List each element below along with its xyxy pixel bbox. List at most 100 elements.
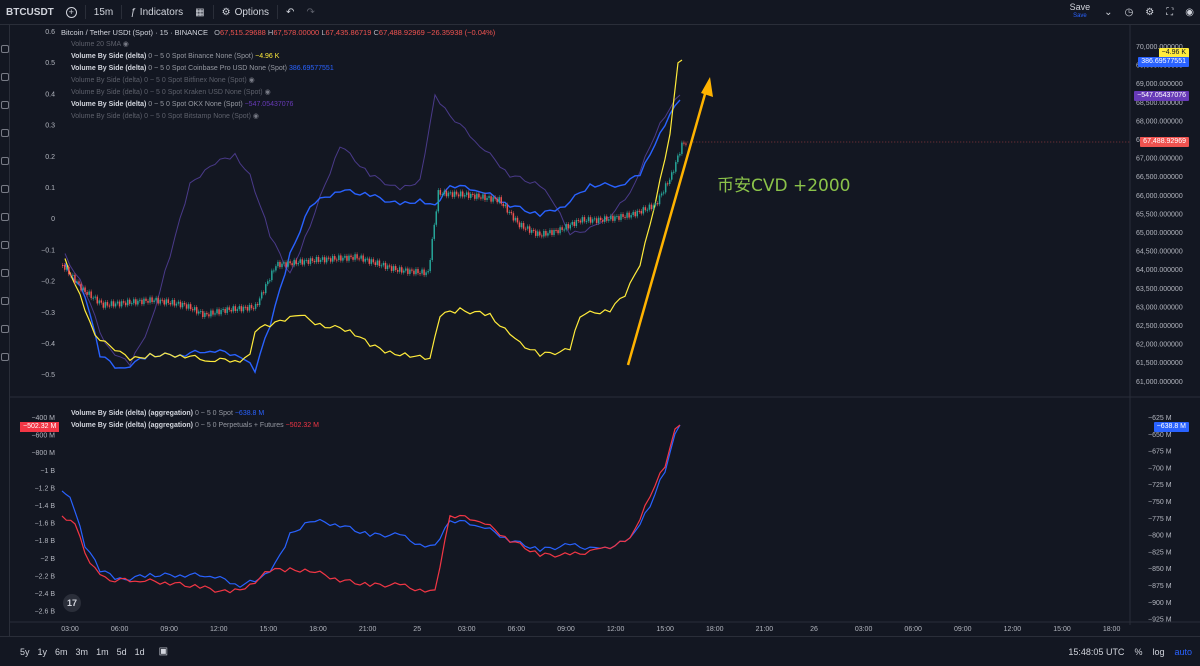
chart-canvas[interactable]: 0.6 0.5 0.4 0.3 0.2 0.1 0 −0.1 −0.2 −0.3 −0.4 −0.5 7… (10, 25, 1200, 635)
candle-body (632, 211, 634, 216)
okx-price-tag: −547.05437076 (1134, 91, 1189, 101)
pattern-icon[interactable] (1, 185, 9, 193)
options-button[interactable]: ⚙ Options (216, 0, 275, 24)
top-legend-row[interactable]: Volume 20 SMA ◉ (71, 41, 129, 49)
tradingview-logo[interactable]: 17 (63, 594, 81, 612)
settings-button[interactable]: ⚙ (1139, 0, 1160, 24)
zoom-icon[interactable] (1, 241, 9, 249)
annotation-text[interactable]: 币安CVD +2000 (717, 176, 851, 196)
binance-price-tag: −4.96 K (1158, 48, 1189, 58)
layouts-button[interactable]: ▦ (189, 0, 210, 24)
brush-icon[interactable] (1, 129, 9, 137)
candle-body (380, 265, 383, 267)
candle-body (368, 258, 371, 264)
time-axis-tick: 03:00 (61, 626, 79, 633)
candle-body (325, 257, 328, 263)
eye-icon[interactable]: ◉ (120, 41, 129, 48)
indicators-icon: ƒ (130, 6, 136, 18)
chart-area[interactable]: 0.6 0.5 0.4 0.3 0.2 0.1 0 −0.1 −0.2 −0.3 −0.4 −0.5 7… (10, 25, 1200, 640)
candle-body (309, 258, 312, 264)
eye-icon[interactable] (1, 325, 9, 333)
top-legend-name: Volume 20 SMA (71, 41, 121, 48)
candle-body (372, 259, 375, 263)
compare-button[interactable]: + (60, 0, 83, 24)
fib-icon[interactable] (1, 101, 9, 109)
candle-body (421, 269, 423, 274)
coinbase-price-tag: 386.69577551 (1138, 57, 1189, 67)
auto-toggle[interactable]: auto (1174, 646, 1192, 657)
candle-body (675, 162, 677, 172)
bottom-legend-row[interactable]: Volume By Side (delta) (aggregation) 0 ~… (71, 422, 319, 430)
candle-body (202, 311, 204, 317)
bottom-legend-row[interactable]: Volume By Side (delta) (aggregation) 0 ~… (71, 410, 264, 418)
top-legend-row[interactable]: Volume By Side (delta) 0 ~ 5 0 Spot Krak… (71, 89, 271, 97)
candle-body (258, 298, 261, 306)
candle-body (591, 219, 594, 223)
timeframe-1d[interactable]: 1d (134, 646, 145, 657)
crosshair-icon[interactable] (1, 45, 9, 53)
fullscreen-button[interactable]: ⛶ (1160, 0, 1179, 24)
top-legend-row[interactable]: Volume By Side (delta) 0 ~ 5 0 Spot Bina… (71, 53, 279, 61)
top-legend-row[interactable]: Volume By Side (delta) 0 ~ 5 0 Spot Bitf… (71, 77, 255, 85)
candle-body (275, 266, 277, 271)
top-legend-row[interactable]: Volume By Side (delta) 0 ~ 5 0 Spot Bits… (71, 113, 259, 121)
interval-button[interactable]: 15m (88, 0, 119, 24)
screenshot-button[interactable]: ◉ (1179, 0, 1200, 24)
candle-body (260, 292, 263, 299)
timeframe-5y[interactable]: 5y (20, 646, 30, 657)
candle-body (472, 193, 474, 195)
timeframe-5d[interactable]: 5d (116, 646, 127, 657)
right-axis-tick: 63,000.000000 (1136, 304, 1183, 311)
candle-body (131, 303, 133, 305)
candle-body (317, 257, 320, 262)
eye-icon[interactable]: ◉ (248, 77, 255, 84)
save-button[interactable]: Save Save (1062, 3, 1099, 21)
plus-circle-icon: + (65, 6, 77, 18)
candle-body (342, 257, 344, 261)
candle-body (382, 262, 385, 266)
redo-button[interactable]: ↷ (300, 0, 320, 24)
trendline-icon[interactable] (1, 73, 9, 81)
top-legend-row[interactable]: Volume By Side (delta) 0 ~ 5 0 Spot OKX … (71, 101, 293, 109)
measure-icon[interactable] (1, 213, 9, 221)
candle-body (445, 190, 448, 197)
timeframe-1m[interactable]: 1m (96, 646, 109, 657)
symbol-search-button[interactable]: BTCUSDT (0, 0, 60, 24)
lock-icon[interactable] (1, 297, 9, 305)
candle-body (212, 310, 214, 315)
candle-body (161, 299, 163, 301)
percent-toggle[interactable]: % (1134, 646, 1143, 657)
timeframe-6m[interactable]: 6m (55, 646, 68, 657)
candle-body (593, 218, 596, 220)
candle-body (104, 302, 107, 308)
indicators-button[interactable]: ƒ Indicators (124, 0, 189, 24)
undo-button[interactable]: ↶ (280, 0, 300, 24)
candle-body (439, 190, 442, 195)
eye-icon[interactable]: ◉ (252, 113, 260, 120)
log-toggle[interactable]: log (1152, 646, 1165, 657)
low-value: 67,435.86719 (325, 28, 372, 37)
candle-body (281, 263, 283, 268)
utc-clock[interactable]: 15:48:05 UTC (1068, 646, 1125, 657)
candle-body (376, 260, 379, 266)
date-range-icon[interactable]: ▣ (158, 646, 169, 657)
top-legend-value: −4.96 K (255, 53, 280, 60)
trash-icon[interactable] (1, 353, 9, 361)
text-icon[interactable] (1, 157, 9, 165)
timeframe-3m[interactable]: 3m (75, 646, 89, 657)
candle-body (610, 215, 612, 220)
bottombar-right: 15:48:05 UTC % log auto (1068, 637, 1192, 666)
bottom-legend-value: −502.32 M (285, 422, 319, 429)
save-menu-button[interactable]: ⌄ (1098, 0, 1118, 24)
timeframe-1y[interactable]: 1y (37, 646, 48, 657)
top-legend-params: 0 ~ 5 0 Spot Bitfinex None (Spot) (142, 77, 249, 84)
magnet-icon[interactable] (1, 269, 9, 277)
alert-button[interactable]: ◷ (1119, 0, 1140, 24)
candle-body (128, 299, 131, 304)
eye-icon[interactable]: ◉ (264, 89, 271, 96)
top-legend-row[interactable]: Volume By Side (delta) 0 ~ 5 0 Spot Coin… (71, 65, 334, 73)
spot-agg-tag: −638.8 M (1153, 422, 1189, 432)
candle-body (124, 302, 127, 306)
right-axis-tick: −775 M (1148, 516, 1172, 523)
candle-body (403, 270, 405, 273)
